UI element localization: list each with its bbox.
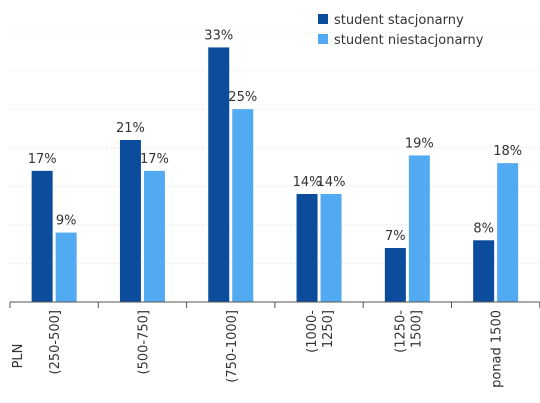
- unit-label: PLN: [11, 344, 26, 369]
- value-labels: 17% 9% 21% 17% 33% 25% 14%14% 7% 19% 8% 18%: [28, 28, 522, 244]
- value-label: 25%: [228, 90, 257, 105]
- bar-niestacjonarny: [55, 232, 77, 302]
- legend-swatch-niestacjonarny: [318, 34, 328, 44]
- bar-stacjonarny: [296, 194, 318, 302]
- bar-niestacjonarny: [232, 109, 254, 303]
- bar-stacjonarny: [31, 170, 53, 302]
- bar-stacjonarny: [473, 240, 495, 302]
- category-label-line: 1250]: [321, 310, 336, 348]
- category-label-line: (1000-: [305, 310, 320, 353]
- value-label: 21%: [116, 121, 145, 136]
- category-label: (750-1000]: [225, 310, 240, 383]
- category-label-line: (500-750]: [136, 310, 151, 374]
- category-labels: (250-500] (500-750] (750-1000] (1000- 1250](…: [48, 310, 505, 388]
- category-label-line: 1500]: [409, 310, 424, 348]
- legend-label-niestacjonarny: student niestacjonarny: [334, 33, 484, 48]
- value-label: 19%: [405, 136, 434, 151]
- category-label: (1000- 1250]: [305, 310, 336, 353]
- bar-niestacjonarny: [143, 170, 165, 302]
- category-label: (500-750]: [136, 310, 151, 374]
- category-label: (250-500]: [48, 310, 63, 374]
- value-label: 14%: [317, 175, 346, 190]
- category-label-line: ponad 1500: [490, 310, 505, 388]
- legend: student stacjonarny student niestacjonar…: [318, 13, 484, 48]
- bar-niestacjonarny: [497, 163, 519, 302]
- value-label: 17%: [140, 152, 169, 167]
- bar-stacjonarny: [208, 47, 230, 302]
- bar-niestacjonarny: [408, 155, 430, 302]
- category-label-line: (250-500]: [48, 310, 63, 374]
- category-ticks: [9, 302, 540, 308]
- bars: [31, 47, 519, 303]
- bar-stacjonarny: [384, 248, 406, 302]
- category-label-line: (1250-: [393, 310, 408, 353]
- value-label: 18%: [493, 144, 522, 159]
- bar-stacjonarny: [119, 140, 141, 302]
- legend-label-stacjonarny: student stacjonarny: [334, 13, 464, 28]
- bar-niestacjonarny: [320, 194, 342, 302]
- value-label: 7%: [385, 229, 406, 244]
- gridlines: [10, 31, 540, 264]
- value-label: 8%: [473, 221, 494, 236]
- legend-swatch-stacjonarny: [318, 14, 328, 24]
- value-label: 9%: [56, 214, 77, 229]
- value-label: 14%: [293, 175, 322, 190]
- category-label: (1250- 1500]: [393, 310, 424, 353]
- category-label: ponad 1500: [490, 310, 505, 388]
- value-label: 33%: [204, 28, 233, 43]
- value-label: 17%: [28, 152, 57, 167]
- category-label-line: (750-1000]: [225, 310, 240, 383]
